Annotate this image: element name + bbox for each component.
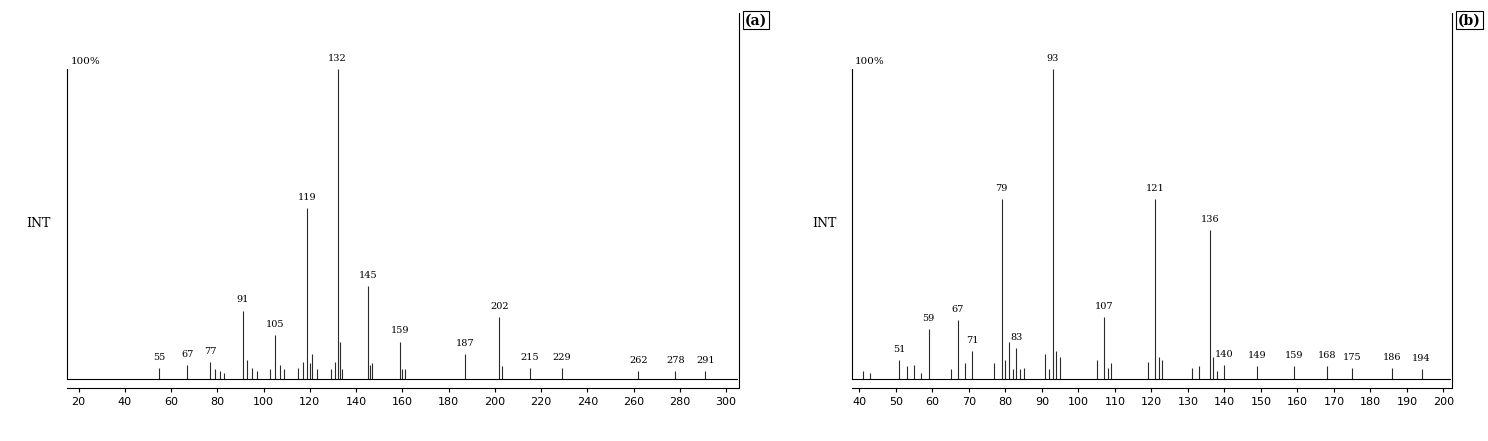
Text: 51: 51 [893, 345, 906, 354]
Text: 186: 186 [1384, 353, 1402, 362]
Text: 140: 140 [1216, 350, 1234, 359]
Text: 278: 278 [667, 356, 684, 365]
Text: INT: INT [812, 217, 836, 230]
Text: 93: 93 [1046, 54, 1059, 63]
Text: 71: 71 [966, 336, 979, 345]
Text: 149: 149 [1248, 351, 1266, 360]
Text: 215: 215 [521, 353, 539, 362]
Text: 119: 119 [298, 193, 317, 202]
Text: 159: 159 [1284, 351, 1303, 360]
Text: 91: 91 [237, 295, 248, 304]
Text: 67: 67 [952, 305, 964, 314]
Text: 175: 175 [1342, 353, 1362, 362]
Text: (b): (b) [1458, 13, 1481, 27]
Text: 121: 121 [1146, 184, 1165, 193]
Text: 194: 194 [1412, 354, 1431, 363]
Text: 136: 136 [1201, 215, 1219, 224]
Text: 159: 159 [391, 326, 409, 336]
Text: 59: 59 [923, 314, 934, 323]
Text: 79: 79 [995, 184, 1007, 193]
Text: 107: 107 [1095, 302, 1113, 310]
Text: 105: 105 [266, 320, 284, 329]
Text: 291: 291 [696, 356, 714, 365]
Text: 83: 83 [1010, 333, 1022, 342]
Text: 77: 77 [204, 347, 217, 355]
Text: 145: 145 [359, 271, 376, 280]
Text: 132: 132 [329, 54, 347, 63]
Text: 168: 168 [1317, 351, 1336, 360]
Text: 100%: 100% [856, 57, 885, 66]
Text: INT: INT [25, 217, 51, 230]
Text: 67: 67 [182, 350, 193, 359]
Text: 100%: 100% [70, 57, 100, 66]
Text: 202: 202 [490, 302, 509, 310]
Text: 229: 229 [552, 353, 571, 362]
Text: 262: 262 [629, 356, 647, 365]
Text: 55: 55 [153, 353, 165, 362]
Text: 187: 187 [455, 339, 475, 348]
Text: (a): (a) [745, 13, 768, 27]
